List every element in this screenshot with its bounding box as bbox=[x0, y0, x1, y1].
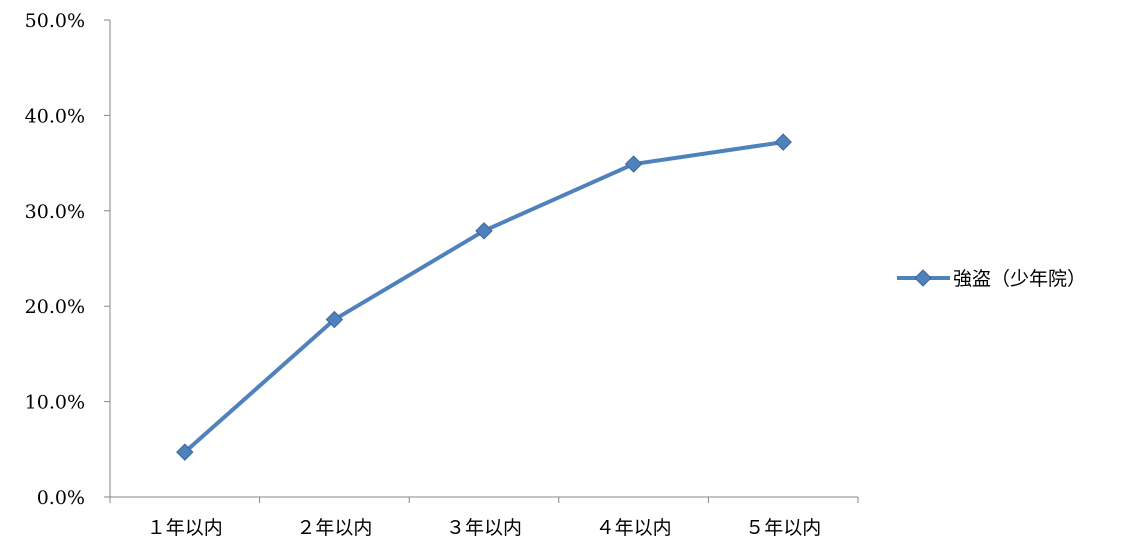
series-line bbox=[182, 140, 786, 455]
x-tick-label: ２年以内 bbox=[296, 517, 372, 539]
y-axis: 0.0% 10.0% 20.0% 30.0% 40.0% 50.0% bbox=[25, 10, 111, 509]
data-point-marker bbox=[176, 443, 194, 461]
data-point-marker bbox=[624, 155, 643, 173]
x-tick-label: ３年以内 bbox=[446, 517, 522, 539]
x-axis: １年以内 ２年以内 ３年以内 ４年以内 ５年以内 bbox=[109, 496, 859, 539]
y-tick-label: 50.0% bbox=[25, 10, 85, 32]
legend: 強盗（少年院） bbox=[897, 268, 1086, 290]
y-tick-label: 20.0% bbox=[25, 296, 85, 318]
legend-marker-icon bbox=[914, 269, 932, 287]
y-tick-label: 10.0% bbox=[25, 392, 85, 414]
y-tick-label: 0.0% bbox=[37, 487, 85, 509]
series-layer bbox=[176, 133, 792, 461]
legend-label: 強盗（少年院） bbox=[953, 268, 1086, 290]
x-tick-label: ４年以内 bbox=[596, 517, 672, 539]
x-tick-label: ５年以内 bbox=[745, 517, 821, 539]
x-tick-label: １年以内 bbox=[147, 517, 223, 539]
y-tick-label: 40.0% bbox=[25, 105, 85, 127]
data-point-marker bbox=[774, 133, 792, 151]
data-point-marker bbox=[475, 222, 493, 240]
y-tick-label: 30.0% bbox=[25, 201, 85, 223]
data-point-marker bbox=[325, 310, 344, 329]
